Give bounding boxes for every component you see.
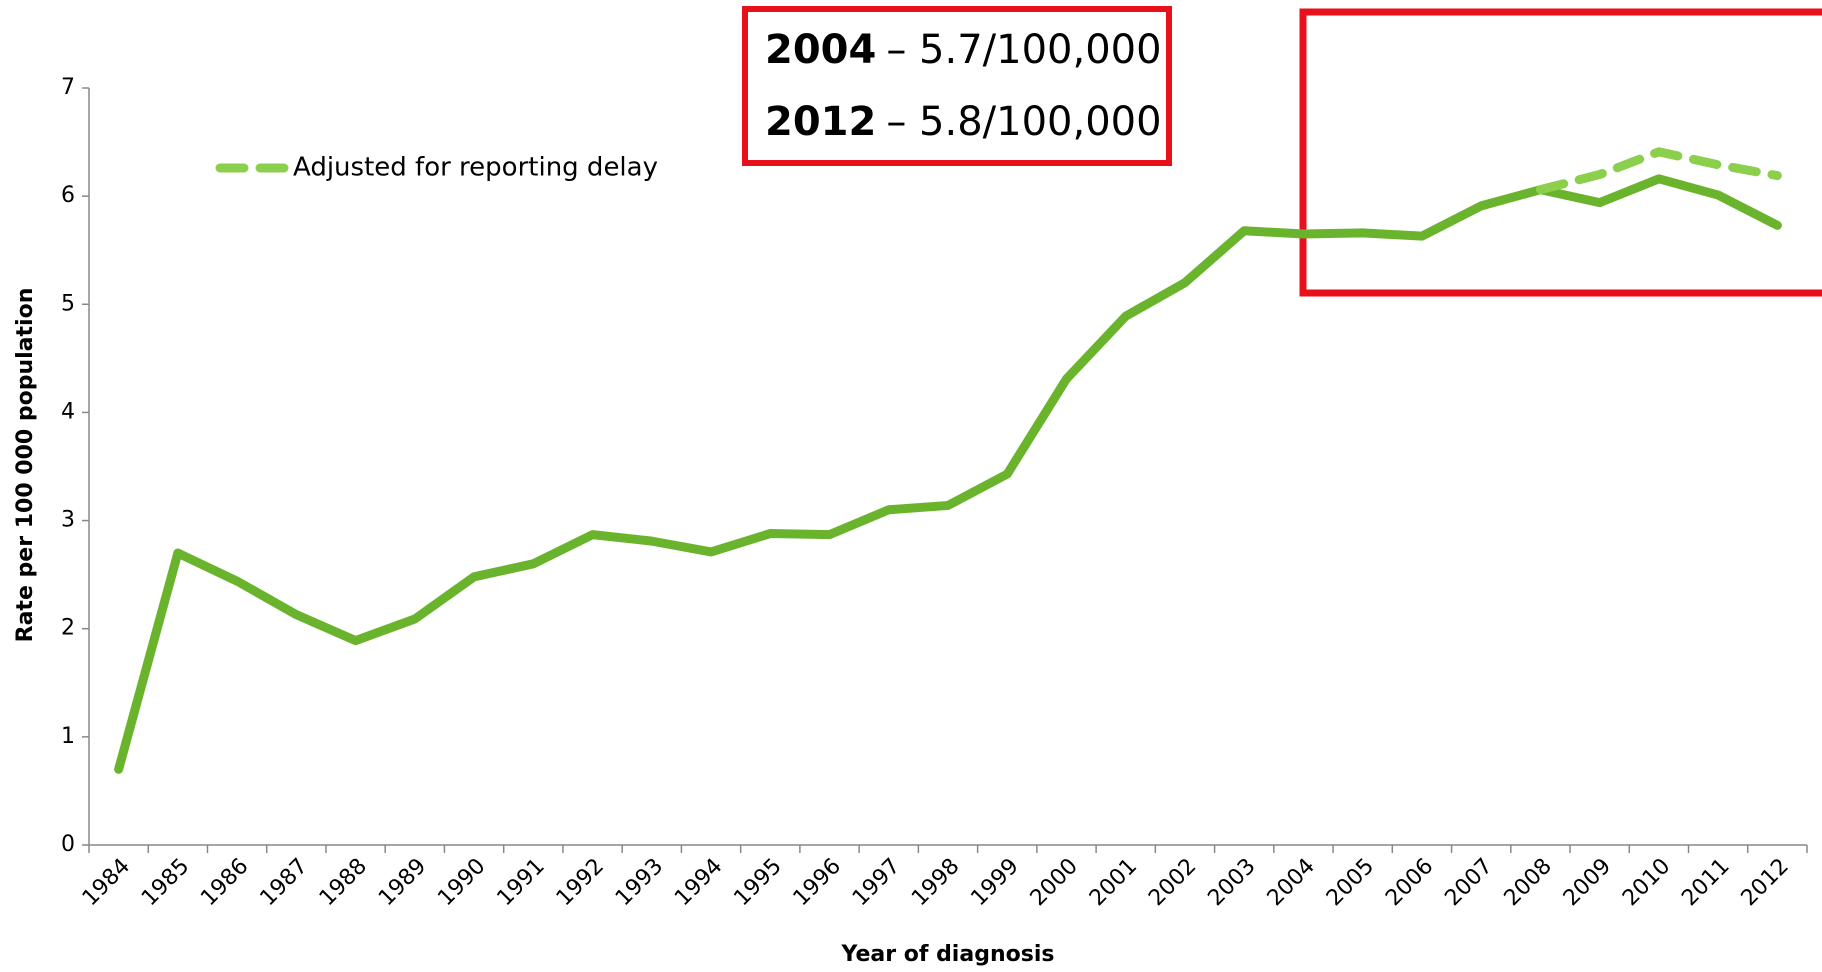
x-tick-label: 2002 xyxy=(1144,854,1201,911)
x-tick-label: 1989 xyxy=(374,854,431,911)
y-tick-label: 3 xyxy=(61,508,75,533)
x-tick-label: 2005 xyxy=(1322,854,1379,911)
x-tick-label: 2012 xyxy=(1737,854,1794,911)
annotation-year: 2004 xyxy=(765,27,876,73)
y-tick-label: 7 xyxy=(61,75,75,100)
annotation-year: 2012 xyxy=(765,99,876,145)
annotation-text: – 5.7/100,000 xyxy=(886,27,1161,73)
annotation: 2004– 5.7/100,000 xyxy=(765,27,1162,73)
x-axis-title: Year of diagnosis xyxy=(841,942,1055,967)
line xyxy=(114,174,1782,774)
y-tick-label: 4 xyxy=(61,399,75,424)
x-tick-label: 2007 xyxy=(1440,854,1497,911)
x-tick-label: 1984 xyxy=(78,854,135,911)
x-tick-label: 1996 xyxy=(789,854,846,911)
x-tick-label: 1995 xyxy=(729,854,786,911)
y-tick-label: 5 xyxy=(61,291,75,316)
x-tick-label: 1991 xyxy=(493,854,550,911)
y-tick-label: 2 xyxy=(61,616,75,641)
x-tick-label: 1987 xyxy=(256,854,313,911)
x-tick-label: 1990 xyxy=(433,854,490,911)
x-tick-label: 1999 xyxy=(966,854,1023,911)
x-tick-label: 2003 xyxy=(1203,854,1260,911)
y-tick-label: 6 xyxy=(61,183,75,208)
x-tick-label: 1994 xyxy=(670,854,727,911)
x-tick-label: 2009 xyxy=(1559,854,1616,911)
y-tick-label: 0 xyxy=(61,832,75,857)
x-tick-label: 2006 xyxy=(1381,854,1438,911)
y-axis-title: Rate per 100 000 population xyxy=(13,288,38,643)
y-tick-label: 1 xyxy=(61,724,75,749)
annotation-text: – 5.8/100,000 xyxy=(886,99,1161,145)
legend-label: Adjusted for reporting delay xyxy=(293,153,658,183)
x-tick-label: 2000 xyxy=(1026,854,1083,911)
annotation: 2012– 5.8/100,000 xyxy=(765,99,1162,145)
x-tick-label: 1986 xyxy=(196,854,253,911)
x-tick-label: 1992 xyxy=(552,854,609,911)
x-tick-label: 1998 xyxy=(907,854,964,911)
x-tick-label: 2004 xyxy=(1263,854,1320,911)
annotation-box xyxy=(742,6,1172,166)
x-tick-label: 1993 xyxy=(611,854,668,911)
x-tick-label: 1997 xyxy=(848,854,905,911)
x-tick-label: 2010 xyxy=(1618,854,1675,911)
highlight-box xyxy=(1299,8,1822,297)
x-tick-label: 2001 xyxy=(1085,854,1142,911)
x-tick-label: 1985 xyxy=(137,854,194,911)
x-tick-label: 2011 xyxy=(1677,854,1734,911)
x-tick-label: 1988 xyxy=(315,854,372,911)
dashed-line xyxy=(1535,147,1782,195)
x-tick-label: 2008 xyxy=(1500,854,1557,911)
